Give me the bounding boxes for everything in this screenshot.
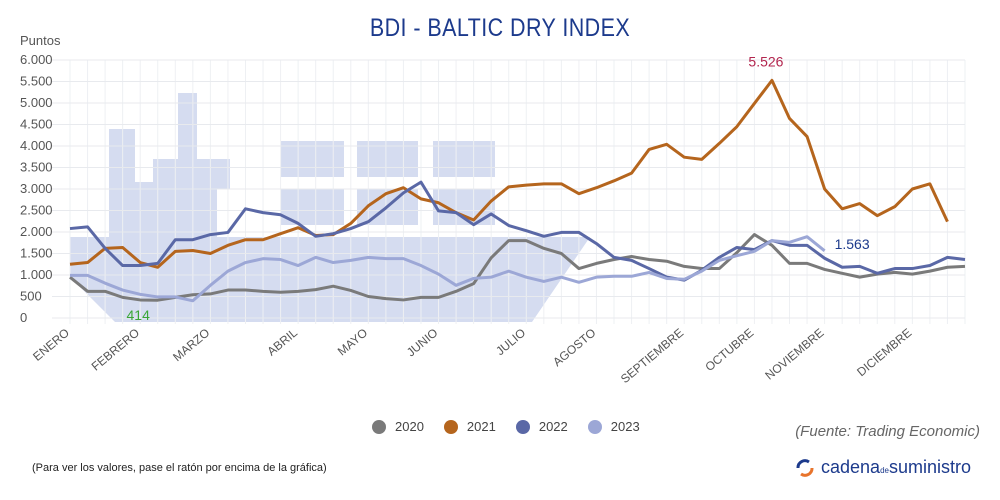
y-tick-label: 2.500 bbox=[20, 203, 53, 218]
series-line-2021 bbox=[69, 78, 949, 269]
x-tick-label: ENERO bbox=[30, 326, 72, 364]
y-tick-label: 5.000 bbox=[20, 95, 53, 110]
x-tick-label: OCTUBRE bbox=[702, 326, 756, 374]
legend-item-2022[interactable]: 2022 bbox=[515, 419, 568, 434]
y-axis-label: Puntos bbox=[20, 33, 61, 48]
y-tick-label: 500 bbox=[20, 289, 42, 304]
x-tick-label: MARZO bbox=[170, 326, 212, 365]
legend-item-2020[interactable]: 2020 bbox=[372, 419, 424, 434]
logo-text: de bbox=[880, 466, 889, 475]
y-tick-label: 1.000 bbox=[20, 267, 53, 282]
legend-dot bbox=[443, 419, 458, 434]
data-label: 1.563 bbox=[835, 236, 870, 252]
data-label: 5.526 bbox=[748, 53, 783, 69]
legend-label: 2023 bbox=[610, 419, 640, 434]
data-label: 414 bbox=[127, 307, 151, 323]
x-tick-label: MAYO bbox=[335, 326, 370, 359]
y-axis: 0 500 1.000 1.500 2.000 2.500 3.000 3.500 4.000 4… bbox=[20, 52, 53, 325]
logo-text: cadena bbox=[821, 457, 881, 477]
chart-title: BDI - BALTIC DRY INDEX bbox=[369, 14, 631, 42]
legend-item-2021[interactable]: 2021 bbox=[443, 419, 496, 434]
legend-dot bbox=[587, 419, 602, 434]
series-line-2020 bbox=[69, 233, 966, 302]
y-tick-label: 3.000 bbox=[20, 181, 53, 196]
logo: cadenadesuministro bbox=[795, 457, 971, 478]
x-tick-label: ABRIL bbox=[264, 325, 300, 358]
y-tick-label: 4.000 bbox=[20, 138, 53, 153]
logo-icon bbox=[796, 458, 814, 477]
legend-label: 2022 bbox=[538, 419, 568, 434]
logo-text: suministro bbox=[888, 457, 971, 477]
grid bbox=[52, 59, 966, 324]
series-line-2023 bbox=[70, 235, 826, 303]
y-tick-label: 5.500 bbox=[20, 74, 53, 89]
annotations: 5.526 1.563 414 bbox=[127, 53, 870, 323]
x-tick-label: NOVIEMBRE bbox=[762, 326, 826, 383]
legend-label: 2020 bbox=[395, 419, 424, 434]
source-text: (Fuente: Trading Economic) bbox=[795, 423, 980, 440]
x-axis: ENERO FEBRERO MARZO ABRIL MAYO JUNIO JULIO AGOS… bbox=[30, 325, 914, 386]
y-tick-label: 3.500 bbox=[20, 160, 53, 175]
y-tick-label: 1.500 bbox=[20, 246, 53, 261]
legend-label: 2021 bbox=[466, 419, 496, 434]
hover-note: (Para ver los valores, pase el ratón por… bbox=[32, 462, 327, 474]
y-tick-label: 6.000 bbox=[20, 52, 53, 67]
x-tick-label: JUNIO bbox=[404, 326, 441, 360]
legend-dot bbox=[372, 419, 386, 434]
series-lines bbox=[69, 78, 966, 303]
x-tick-label: SEPTIEMBRE bbox=[618, 326, 686, 386]
y-tick-label: 0 bbox=[20, 310, 27, 325]
legend: 2020 2021 2022 2023 bbox=[372, 419, 640, 434]
x-tick-label: AGOSTO bbox=[550, 326, 598, 370]
y-tick-label: 2.000 bbox=[20, 224, 53, 239]
legend-dot bbox=[515, 419, 530, 434]
ship-background bbox=[70, 93, 590, 322]
x-tick-label: FEBRERO bbox=[89, 326, 142, 374]
legend-item-2023[interactable]: 2023 bbox=[587, 419, 640, 434]
x-tick-label: DICIEMBRE bbox=[854, 326, 914, 380]
y-tick-label: 4.500 bbox=[20, 117, 53, 132]
series-line-2022 bbox=[69, 180, 966, 282]
x-tick-label: JULIO bbox=[493, 326, 528, 359]
